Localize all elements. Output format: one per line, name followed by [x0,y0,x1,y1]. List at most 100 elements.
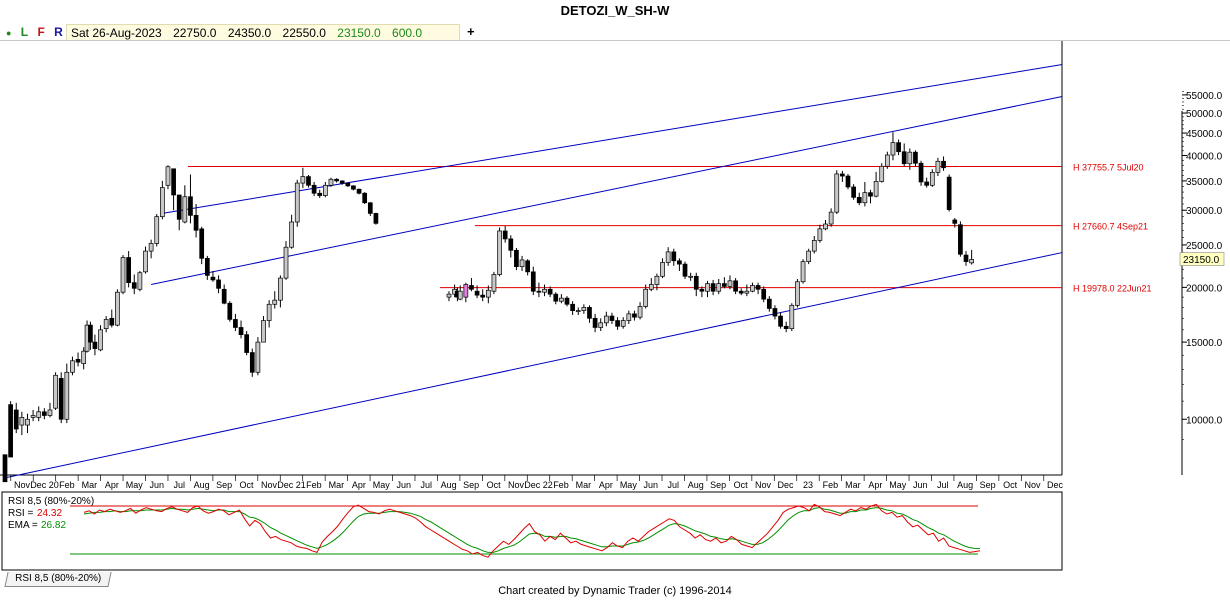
candle [41,408,47,420]
candle-body [935,160,941,173]
x-tick-label: Jun [397,480,412,490]
candle-body [188,196,193,216]
x-tick-label: Jun [913,480,928,490]
candle [137,270,143,292]
candle-body [665,251,671,263]
x-tick-label: Dec 20 [30,480,59,490]
candle-body [176,194,182,220]
add-button[interactable]: + [467,24,475,39]
x-tick-label: Nov [14,480,31,490]
candle-body [693,275,699,290]
candle-body [710,283,716,292]
candle-body [58,377,64,420]
candle-body [244,334,250,353]
candle-body [160,187,165,218]
horizontal-level-label: H 37755.7 5Jul20 [1073,162,1144,172]
candle [856,192,862,206]
candle [75,352,81,367]
candle-body [564,297,570,305]
candle [463,282,469,303]
candle [446,291,452,302]
candle-body [716,283,722,292]
candle-body [958,224,963,255]
candle-body [536,290,542,293]
candle-body [311,184,317,194]
candle [840,170,845,182]
candle-body [137,272,143,290]
x-tick-label: May [126,480,144,490]
x-tick-label: Sep [980,480,996,490]
candle-body [19,417,25,426]
candle-body [154,216,160,244]
candle-body [530,271,536,292]
candle-body [64,371,70,420]
candle [233,313,238,332]
candle-body [204,257,210,276]
frame-divider [0,40,1230,41]
price-tick-label: 15000.0 [1186,338,1223,349]
candle [868,189,873,204]
candle-body [345,182,351,187]
candle [581,304,587,314]
candle-body [272,299,278,305]
candle-body [474,290,480,296]
candle [306,175,311,188]
candle [671,248,677,266]
x-tick-label: Mar [82,480,98,490]
x-tick-label: Dec 21 [277,480,306,490]
candle-body [722,283,727,287]
candle [896,139,901,156]
indicator-r-button[interactable]: R [54,25,63,39]
price-chart[interactable]: 55000.0 50000.0 45000.0 40000.0 35000.0 30000… [0,41,1230,490]
candle [457,285,463,301]
candle [587,305,592,323]
candle [81,347,87,370]
candle-body [131,282,137,289]
x-tick-label: Apr [599,480,613,490]
candle-body [519,259,525,268]
candle-body [525,260,531,273]
candle [143,246,148,274]
candle [300,167,306,189]
candle [823,219,828,231]
candle [367,202,373,217]
candle [778,312,783,329]
candle [109,309,115,328]
x-tick-label: Sep [710,480,726,490]
candle-body [907,151,913,165]
candle [115,289,120,327]
candle [789,303,795,332]
candle [744,284,750,297]
candle [283,241,289,280]
x-tick-label: Nov [755,480,772,490]
candle-body [879,165,885,182]
candle [13,402,19,434]
indicator-l-button[interactable]: L [20,25,29,39]
candle-body [699,288,705,292]
candle [879,163,885,183]
candle [699,286,705,298]
candle [620,317,626,329]
candle [238,320,244,339]
candle-body [744,290,750,294]
x-tick-label: Feb [59,480,75,490]
candle-body [648,284,654,290]
candle-body [148,243,154,252]
candle [525,259,531,276]
indicator-f-button[interactable]: F [37,25,45,39]
footer-credit: Chart created by Dynamic Trader (c) 1996… [498,585,732,597]
candle [800,259,806,284]
candle [817,224,823,243]
candle [480,289,486,302]
candle [261,316,266,343]
candle-body [514,249,519,268]
candle [710,279,716,296]
candle-body [603,315,609,324]
candle-body [941,160,946,169]
candle-body [795,281,800,306]
x-tick-label: Aug [194,480,210,490]
candle-body [322,184,328,196]
candle [154,214,160,247]
indicator-toggles: ● L F R [6,24,69,41]
